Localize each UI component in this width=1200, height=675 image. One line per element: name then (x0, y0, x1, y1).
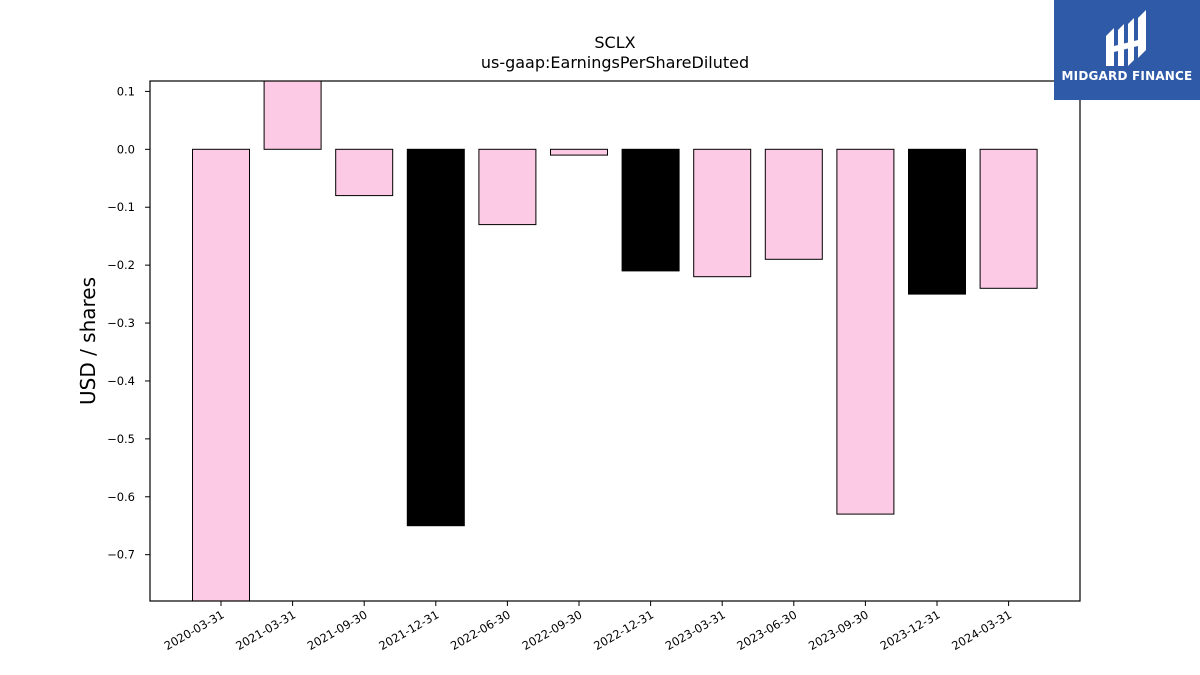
bar-2021-09-30 (335, 148, 394, 197)
midgard-logo-icon (1106, 10, 1146, 66)
x-tick-label: 2021-09-30 (305, 607, 370, 653)
x-tick-label: 2023-12-31 (878, 607, 943, 653)
x-tick-label: 2024-03-31 (949, 607, 1014, 653)
x-tick-label: 2023-06-30 (734, 607, 799, 653)
brand-name: MIDGARD FINANCE (1061, 69, 1193, 83)
y-tick-label: 0.1 (117, 84, 135, 98)
bar-2021-03-31 (263, 80, 322, 150)
y-tick-label: −0.1 (107, 200, 135, 214)
y-axis-label: USD / shares (76, 277, 100, 405)
y-tick-label: −0.7 (107, 548, 135, 562)
bar-2023-03-31 (693, 148, 752, 278)
x-tick-label: 2023-03-31 (663, 607, 728, 653)
x-tick-label: 2021-12-31 (376, 607, 441, 653)
chart-title: SCLX (594, 33, 635, 52)
bar-2022-12-31 (621, 148, 680, 272)
x-axis-ticks: 2020-03-31 2021-03-31 2021-09-30 2021-12-31… (162, 601, 1014, 653)
bar-2020-03-31 (192, 148, 250, 602)
x-tick-label: 2022-09-30 (520, 607, 585, 653)
y-tick-label: −0.5 (107, 432, 135, 446)
bar-2024-03-31 (979, 148, 1038, 289)
plot-frame (149, 80, 1081, 602)
bar-2021-12-31 (406, 148, 465, 527)
y-tick-label: −0.3 (107, 316, 135, 330)
y-tick-label: −0.2 (107, 258, 135, 272)
bar-2023-06-30 (764, 148, 823, 260)
bar-2022-09-30 (550, 148, 608, 156)
chart-subtitle: us-gaap:EarningsPerShareDiluted (481, 53, 749, 72)
x-tick-label: 2022-12-31 (591, 607, 656, 653)
y-tick-label: −0.6 (107, 490, 135, 504)
y-tick-label: 0.0 (117, 142, 135, 156)
x-tick-label: 2020-03-31 (162, 607, 227, 653)
x-tick-label: 2021-03-31 (233, 607, 298, 653)
y-axis-ticks: 0.1 0.0 −0.1 −0.2 −0.3 −0.4 −0.5 −0.6 −0.7 (107, 84, 150, 562)
bar-2022-06-30 (478, 148, 537, 226)
y-tick-label: −0.4 (107, 374, 135, 388)
bar-2023-12-31 (908, 148, 966, 295)
brand-logo: MIDGARD FINANCE (1054, 0, 1200, 100)
x-tick-label: 2022-06-30 (448, 607, 513, 653)
x-tick-label: 2023-09-30 (806, 607, 871, 653)
bar-2023-09-30 (836, 148, 895, 515)
bar-series (192, 80, 1038, 602)
